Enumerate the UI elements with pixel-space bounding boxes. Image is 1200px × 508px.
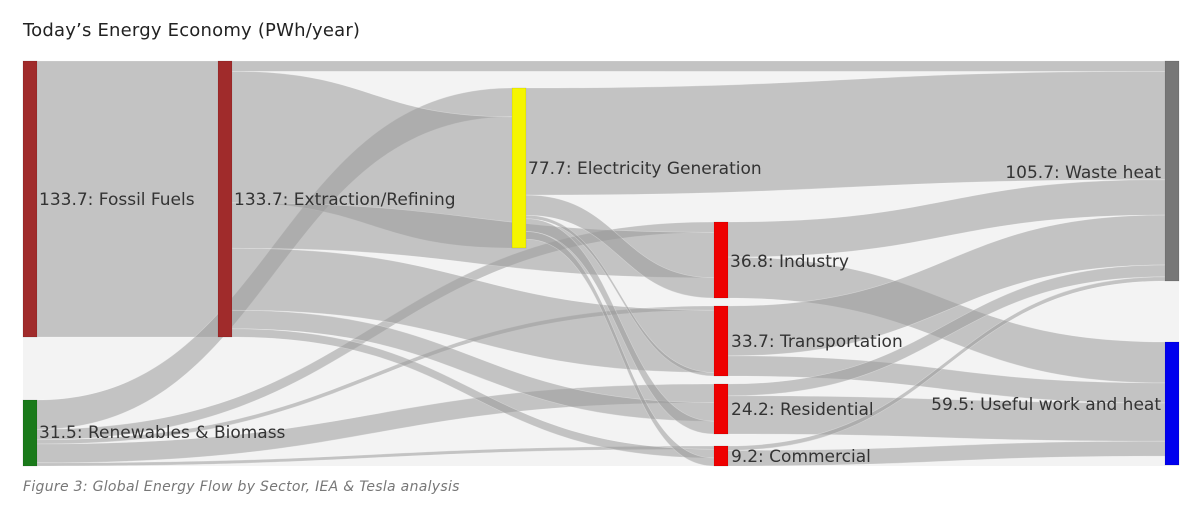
- label-resid: 24.2: Residential: [731, 400, 874, 420]
- label-renew: 31.5: Renewables & Biomass: [39, 423, 286, 443]
- label-waste: 105.7: Waste heat: [1005, 163, 1161, 183]
- node-comm: [713, 445, 729, 467]
- label-extract: 133.7: Extraction/Refining: [234, 190, 456, 210]
- label-transport: 33.7: Transportation: [731, 332, 903, 352]
- node-industry: [713, 221, 729, 299]
- node-extract: [217, 60, 233, 338]
- node-elec: [511, 87, 527, 249]
- figure-caption: Figure 3: Global Energy Flow by Sector, …: [23, 479, 460, 495]
- flow-extract-to-waste: [231, 60, 1166, 72]
- label-elec: 77.7: Electricity Generation: [528, 159, 762, 179]
- node-renew: [22, 399, 38, 467]
- node-useful: [1164, 341, 1180, 466]
- label-industry: 36.8: Industry: [730, 252, 849, 272]
- label-fossil: 133.7: Fossil Fuels: [39, 190, 195, 210]
- label-comm: 9.2: Commercial: [731, 447, 871, 467]
- node-fossil: [22, 60, 38, 338]
- chart-title: Today’s Energy Economy (PWh/year): [23, 20, 361, 41]
- labels-layer: 133.7: Fossil Fuels 31.5: Renewables & Bi…: [39, 159, 1161, 467]
- node-resid: [713, 383, 729, 435]
- nodes-layer: [22, 60, 1180, 467]
- links-layer: [36, 60, 1166, 467]
- node-transport: [713, 305, 729, 377]
- label-useful: 59.5: Useful work and heat: [931, 395, 1161, 415]
- node-waste: [1164, 60, 1180, 282]
